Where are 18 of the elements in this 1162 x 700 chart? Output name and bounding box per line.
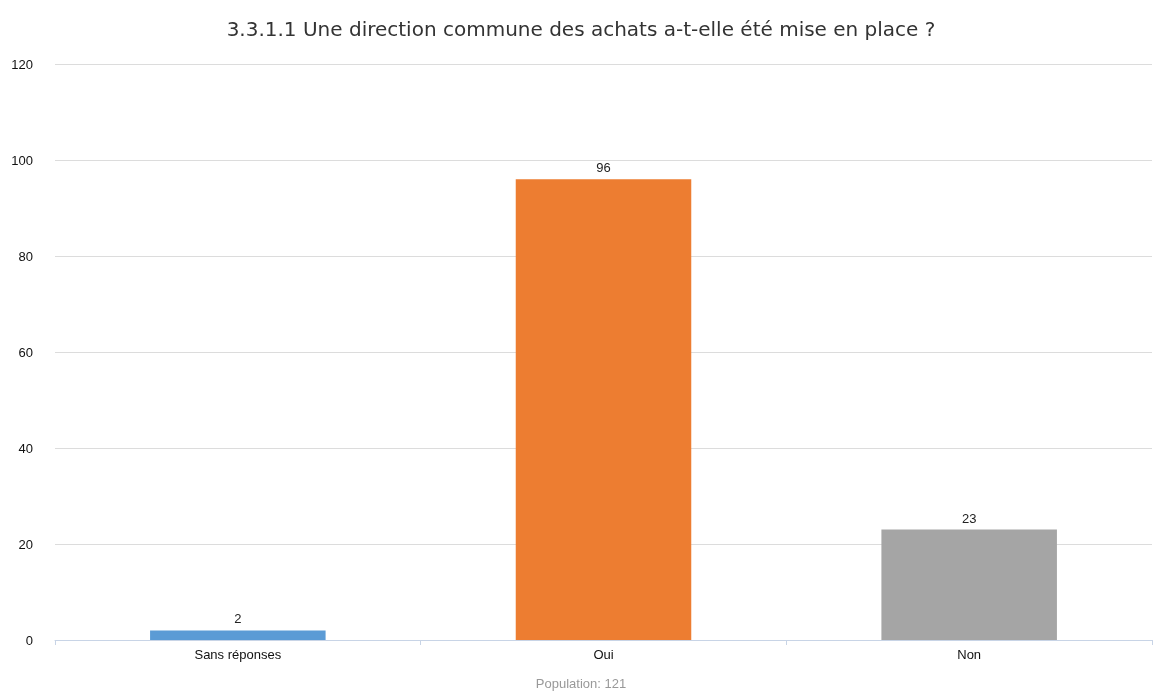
y-tick-label: 0: [25, 632, 33, 648]
chart-title: 3.3.1.1 Une direction commune des achats a-t-elle été mise en place ?: [226, 17, 936, 41]
data-label: 96: [596, 160, 611, 176]
y-tick-label: 60: [18, 344, 33, 360]
y-tick-label: 40: [18, 440, 33, 456]
bar: [150, 630, 326, 640]
bar: [881, 529, 1057, 640]
data-label: 2: [234, 611, 242, 627]
x-tick-label: Oui: [593, 647, 614, 662]
y-tick-label: 20: [18, 536, 33, 552]
y-tick-label: 80: [18, 248, 33, 264]
y-tick-label: 100: [11, 152, 33, 168]
x-tick-label: Non: [957, 647, 982, 662]
bar: [515, 179, 692, 640]
text: Population: 121: [535, 676, 627, 691]
data-label: 23: [961, 510, 977, 526]
y-tick-label: 120: [11, 56, 33, 72]
x-tick-label: Sans réponses: [194, 647, 282, 662]
